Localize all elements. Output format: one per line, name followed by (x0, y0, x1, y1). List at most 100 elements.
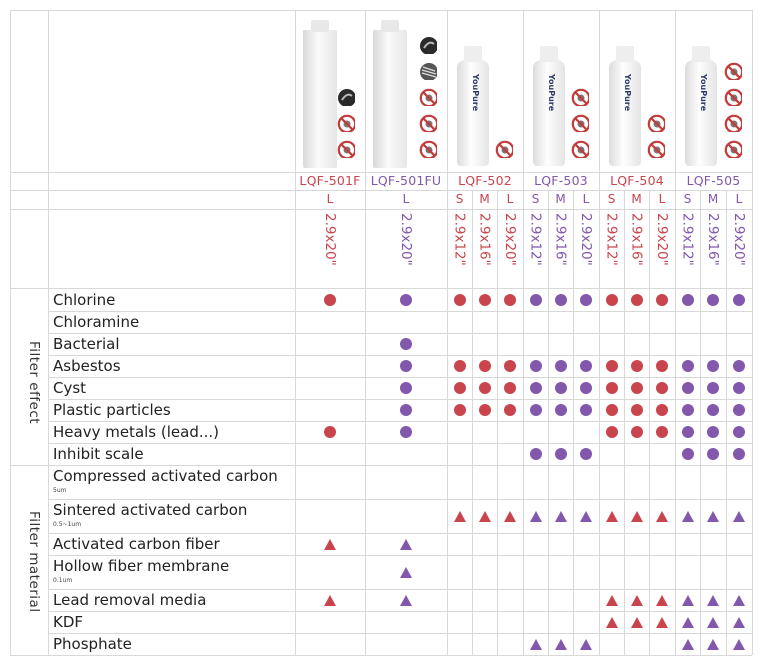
effect-dot (504, 293, 516, 306)
material-row-label: Compressed activated carbon (53, 467, 278, 485)
cartridge-cap (311, 20, 329, 32)
effect-dot (630, 293, 643, 306)
effect-dot (707, 404, 719, 416)
row-sublabel: 5um (53, 487, 67, 494)
material-triangle (707, 617, 719, 628)
size-label: L (402, 192, 410, 206)
material-triangle (681, 617, 694, 628)
material-triangle (630, 617, 643, 628)
material-row-label: Phosphate (53, 635, 132, 653)
dark-disc-icon (338, 89, 355, 106)
no-heavy-metal-icon (419, 140, 437, 158)
effect-dot (605, 360, 618, 372)
fiber-icon (420, 63, 437, 80)
dimension-label: 2.9x12" (603, 213, 620, 266)
effect-dot (605, 293, 618, 306)
size-label: M (707, 192, 719, 206)
effect-dot (400, 293, 412, 306)
size-label: L (326, 192, 334, 206)
material-triangle (554, 511, 567, 522)
cartridge-cap (692, 46, 710, 62)
effect-dot (478, 293, 491, 306)
effect-row-label: Heavy metals (lead...) (53, 423, 220, 441)
material-triangle (656, 617, 668, 628)
material-triangle (681, 595, 694, 606)
dimension-label: 2.9x12" (679, 213, 696, 266)
size-label: L (735, 192, 743, 206)
effect-row-label: Asbestos (53, 357, 121, 375)
size-label: L (506, 192, 514, 206)
material-triangle (733, 595, 745, 606)
material-triangle (656, 595, 668, 606)
effect-dot (529, 360, 542, 372)
material-triangle (529, 639, 542, 650)
effect-dot (478, 360, 491, 372)
material-triangle (733, 511, 745, 522)
effect-dot (504, 360, 516, 372)
material-triangle (400, 539, 412, 550)
cartridge-brand-label: YouPure (471, 74, 480, 112)
effect-dot (504, 382, 516, 394)
size-label: M (479, 192, 490, 206)
model-name: LQF-503 (534, 173, 588, 188)
effect-dot (681, 404, 694, 416)
material-triangle (605, 595, 618, 606)
model-name: LQF-502 (458, 173, 512, 188)
no-scale-icon (724, 62, 742, 80)
effect-dot (707, 293, 719, 306)
dimension-label: 2.9x20" (654, 213, 670, 266)
cartridge-cap (616, 46, 634, 62)
material-triangle (453, 511, 466, 522)
size-label: M (631, 192, 642, 206)
effect-dot (580, 382, 592, 394)
size-label: S (683, 192, 692, 206)
effect-dot (656, 360, 668, 372)
cartridge-cap (381, 20, 399, 32)
size-label: L (658, 192, 666, 206)
effect-dot (656, 404, 668, 416)
effect-dot (656, 293, 668, 306)
material-row-label: Lead removal media (53, 591, 207, 609)
effect-dot (529, 448, 542, 460)
no-chemical-icon (724, 88, 742, 106)
no-scale-icon (571, 88, 589, 106)
material-row-label: KDF (53, 613, 84, 631)
dimension-label: 2.9x20" (322, 213, 338, 266)
cartridge-brand-label: YouPure (623, 74, 632, 112)
effect-dot (630, 426, 643, 438)
effect-row-label: Bacterial (53, 335, 120, 353)
material-triangle (630, 595, 643, 606)
material-triangle (707, 639, 719, 650)
material-triangle (400, 595, 412, 606)
effect-dot (580, 404, 592, 416)
effect-dot (400, 404, 412, 416)
no-heavy-metal-icon (647, 114, 665, 132)
effect-dot (554, 404, 567, 416)
size-label: S (455, 192, 464, 206)
material-triangle (529, 511, 542, 522)
effect-dot (453, 293, 466, 306)
effect-dot (400, 360, 412, 372)
effect-dot (529, 382, 542, 394)
material-triangle (504, 511, 516, 522)
material-triangle (554, 639, 567, 650)
effect-dot (707, 426, 719, 438)
material-triangle (605, 617, 618, 628)
effect-dot (453, 360, 466, 372)
no-bacteria-icon (724, 140, 742, 158)
dimension-label: 2.9x20" (731, 213, 747, 266)
material-row-label: Sintered activated carbon (53, 501, 248, 519)
effect-row-label: Inhibit scale (53, 445, 144, 463)
cartridge-cap (540, 46, 558, 62)
material-triangle (733, 617, 745, 628)
no-bacteria-icon (419, 88, 437, 106)
effect-dot (605, 404, 618, 416)
effect-row-label: Chloramine (53, 313, 140, 331)
effect-dot (733, 448, 745, 460)
material-triangle (400, 567, 412, 578)
effect-dot (733, 360, 745, 372)
effect-dot (681, 448, 694, 460)
dimension-label: 2.9x16" (476, 213, 493, 266)
